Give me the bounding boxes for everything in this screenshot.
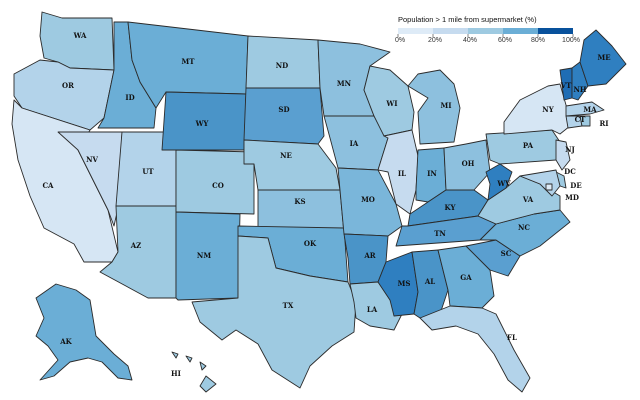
state-label-nh: NH xyxy=(573,85,586,94)
state-label-sd: SD xyxy=(278,105,289,114)
state-label-ky: KY xyxy=(445,203,457,212)
state-label-in: IN xyxy=(427,169,437,178)
state-label-nm: NM xyxy=(197,251,211,260)
state-va xyxy=(477,175,561,225)
state-label-ma: MA xyxy=(583,105,597,114)
legend-swatch-3 xyxy=(503,28,538,34)
state-label-vt: VT xyxy=(560,81,572,90)
state-sc xyxy=(465,239,521,277)
state-label-ct: CT xyxy=(575,115,587,124)
legend-tick-40: 40% xyxy=(463,37,477,44)
state-nh xyxy=(571,61,589,101)
state-label-fl: FL xyxy=(507,333,517,342)
state-label-la: LA xyxy=(367,305,378,314)
state-sd xyxy=(243,87,325,145)
state-label-ok: OK xyxy=(304,239,317,248)
state-label-co: CO xyxy=(212,181,224,190)
state-label-va: VA xyxy=(522,195,534,204)
state-label-de: DE xyxy=(570,181,581,190)
state-label-dc: DC xyxy=(564,167,576,176)
state-ri xyxy=(579,115,591,127)
state-label-ga: GA xyxy=(460,273,472,282)
state-me xyxy=(579,29,627,87)
legend-title: Population > 1 mile from supermarket (%) xyxy=(398,15,537,24)
legend-tick-20: 20% xyxy=(428,37,442,44)
state-label-mo: MO xyxy=(361,195,375,204)
legend-tick-80: 80% xyxy=(531,37,545,44)
state-nm xyxy=(175,211,241,301)
state-co xyxy=(175,149,255,215)
state-label-tx: TX xyxy=(283,301,294,310)
legend-tick-0: 0% xyxy=(395,37,405,44)
state-label-il: IL xyxy=(398,169,406,178)
state-label-pa: PA xyxy=(523,141,534,150)
legend-swatch-2 xyxy=(468,28,503,34)
legend-swatch-4 xyxy=(538,28,573,34)
state-label-md: MD xyxy=(565,193,579,202)
state-mo xyxy=(337,167,403,237)
state-fl xyxy=(419,305,531,393)
state-label-nc: NC xyxy=(518,223,530,232)
state-label-ny: NY xyxy=(542,105,554,114)
legend: Population > 1 mile from supermarket (%)… xyxy=(395,15,580,44)
legend-tick-100: 100% xyxy=(562,37,580,44)
state-il xyxy=(377,129,419,215)
state-nj xyxy=(555,139,571,171)
state-label-tn: TN xyxy=(434,229,446,238)
state-label-wi: WI xyxy=(385,99,397,108)
state-label-wv: WV xyxy=(496,179,511,188)
state-label-or: OR xyxy=(62,81,74,90)
state-label-ia: IA xyxy=(350,139,359,148)
state-mi xyxy=(407,69,461,145)
state-hi xyxy=(171,351,217,393)
state-label-ks: KS xyxy=(294,197,305,206)
state-label-mt: MT xyxy=(182,57,196,66)
state-ma xyxy=(565,101,605,117)
states-layer xyxy=(11,11,627,393)
state-label-wy: WY xyxy=(195,119,210,128)
state-label-id: ID xyxy=(125,93,134,102)
state-label-ak: AK xyxy=(59,337,72,346)
state-ny xyxy=(503,83,571,135)
state-label-sc: SC xyxy=(501,249,512,258)
state-tx xyxy=(191,235,357,389)
state-label-mn: MN xyxy=(337,79,352,88)
labels-layer: WA OR CA ID NV UT AZ MT WY CO NM ND SD NE KS OK TX MN IA MO… xyxy=(42,31,610,378)
state-label-ut: UT xyxy=(142,167,154,176)
state-label-hi: HI xyxy=(171,369,181,378)
state-ne xyxy=(243,139,341,191)
legend-tick-60: 60% xyxy=(498,37,512,44)
state-label-ar: AR xyxy=(363,251,375,260)
state-label-oh: OH xyxy=(462,159,475,168)
legend-swatch-1 xyxy=(433,28,468,34)
state-label-az: AZ xyxy=(130,241,142,250)
state-label-nv: NV xyxy=(86,155,98,164)
state-dc xyxy=(545,183,553,191)
state-label-me: ME xyxy=(597,53,610,62)
state-label-ms: MS xyxy=(398,279,411,288)
state-label-mi: MI xyxy=(440,101,451,110)
state-label-nd: ND xyxy=(276,61,288,70)
state-label-al: AL xyxy=(424,277,435,286)
state-ak xyxy=(35,283,133,381)
state-label-wa: WA xyxy=(73,31,87,40)
state-label-ri: RI xyxy=(599,119,608,128)
legend-swatch-0 xyxy=(398,28,433,34)
state-label-ne: NE xyxy=(280,151,292,160)
state-label-nj: NJ xyxy=(565,145,575,154)
state-label-ca: CA xyxy=(42,181,54,190)
